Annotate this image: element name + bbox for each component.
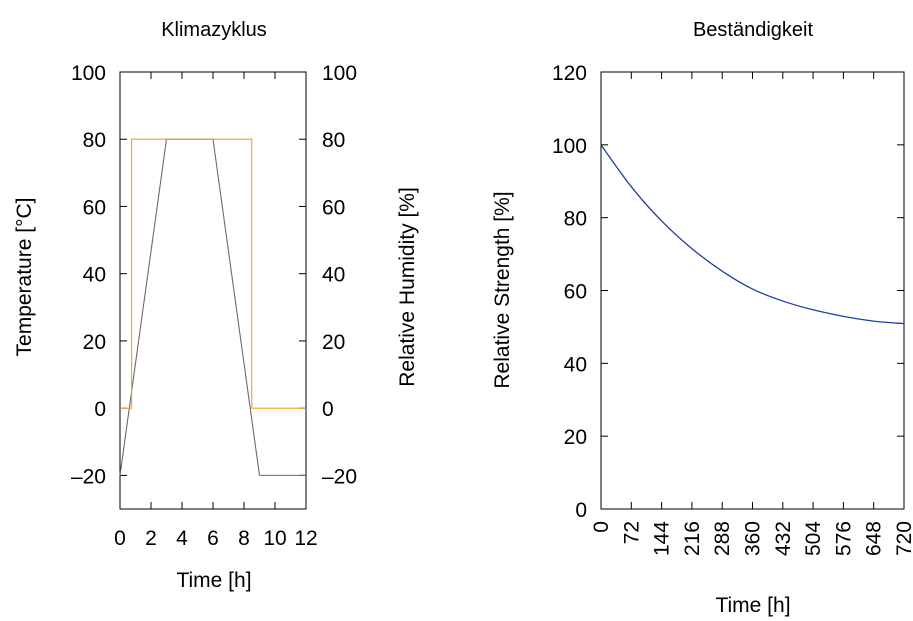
y-tick-label: 40 (83, 264, 106, 287)
x-axis-label: Time [h] (715, 594, 790, 617)
y-tick-label: 0 (575, 499, 587, 522)
y-tick-labels: 0 20 40 60 80 100 120 (552, 62, 587, 522)
x-tick-label: 144 (651, 521, 674, 556)
y2-tick-label: 60 (322, 196, 345, 219)
series-group (119, 138, 306, 476)
y2-tick-label: 20 (322, 331, 345, 354)
x-tick-label: 288 (711, 521, 734, 556)
x-tick-label: 216 (681, 521, 704, 556)
x-tick-label: 0 (114, 527, 126, 550)
y2-axis-label: Relative Humidity [%] (396, 187, 419, 387)
y-tick-label: 120 (552, 62, 587, 85)
x-tick-label: 4 (176, 527, 188, 550)
chart-title: Klimazyklus (161, 19, 267, 41)
x-tick-label: 504 (802, 521, 825, 556)
series-line-0 (119, 138, 306, 476)
x-tick-label: 648 (863, 521, 886, 556)
x-tick-label: 12 (294, 527, 317, 550)
x-tick-labels: 0 72 144 216 288 360 432 504 576 648 720 (590, 521, 913, 556)
y-axis-label: Temperature [°C] (13, 198, 36, 357)
tick-marks (119, 71, 307, 509)
x-tick-label: 720 (893, 521, 913, 556)
y2-tick-label: 0 (322, 398, 334, 421)
x-tick-label: 2 (145, 527, 157, 550)
x-axis-label: Time [h] (176, 569, 251, 592)
y-tick-label: 100 (552, 135, 587, 158)
y-axis-label: Relative Strength [%] (491, 191, 514, 388)
y-tick-label: 0 (94, 398, 106, 421)
y-tick-label: 40 (564, 353, 587, 376)
x-tick-label: 6 (207, 527, 219, 550)
y2-tick-label: 80 (322, 129, 345, 152)
plot-frame (600, 71, 905, 510)
y-tick-label: 60 (564, 281, 587, 304)
x-tick-labels: 0 2 4 6 8 10 12 (114, 527, 318, 550)
series-line-1 (120, 138, 306, 409)
x-tick-label: 72 (620, 521, 643, 544)
plot-frame (119, 71, 307, 510)
y2-tick-label: 100 (322, 62, 357, 85)
x-tick-label: 0 (590, 521, 613, 533)
y-tick-label: 80 (564, 208, 587, 231)
series-line-0 (600, 144, 905, 325)
y2-tick-labels: –20 0 20 40 60 80 100 (322, 62, 357, 488)
x-tick-label: 10 (263, 527, 286, 550)
x-tick-label: 576 (832, 521, 855, 556)
y2-tick-label: 40 (322, 264, 345, 287)
y-tick-labels: –20 0 20 40 60 80 100 (71, 62, 106, 488)
chart-bestaendigkeit: Beständigkeit 0 72 144 216 288 360 432 504 576 64… (491, 19, 913, 617)
x-tick-label: 432 (772, 521, 795, 556)
x-tick-label: 360 (742, 521, 765, 556)
y-tick-label: 80 (83, 129, 106, 152)
y-tick-label: 20 (564, 426, 587, 449)
y-tick-label: 100 (71, 62, 106, 85)
y-tick-label: –20 (71, 465, 106, 488)
y-tick-label: 20 (83, 331, 106, 354)
tick-marks (600, 71, 905, 510)
x-tick-label: 8 (238, 527, 250, 550)
series-group (600, 144, 905, 325)
chart-title: Beständigkeit (693, 19, 814, 41)
y2-tick-label: –20 (322, 465, 357, 488)
y-tick-label: 60 (83, 196, 106, 219)
